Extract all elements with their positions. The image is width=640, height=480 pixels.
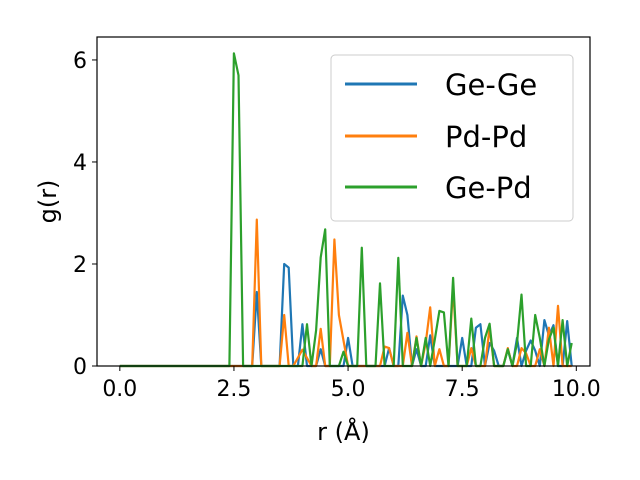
legend-box bbox=[330, 54, 574, 222]
x-tick-label: 0.0 bbox=[102, 377, 137, 402]
x-axis-label: r (Å) bbox=[317, 417, 370, 446]
y-tick-label: 4 bbox=[73, 151, 87, 176]
y-tick-label: 0 bbox=[73, 355, 87, 380]
y-axis-label: g(r) bbox=[34, 180, 62, 224]
x-tick-label: 10.0 bbox=[552, 377, 601, 402]
y-tick-label: 6 bbox=[73, 49, 87, 74]
legend: Ge-Ge Pd-Pd Ge-Pd bbox=[330, 54, 574, 222]
x-axis: 0.0 2.5 5.0 7.5 10.0 bbox=[102, 366, 601, 402]
x-tick-label: 7.5 bbox=[445, 377, 480, 402]
x-tick-label: 5.0 bbox=[331, 377, 366, 402]
legend-label-pd-pd: Pd-Pd bbox=[445, 120, 527, 154]
y-tick-label: 2 bbox=[73, 253, 87, 278]
legend-label-ge-pd: Ge-Pd bbox=[445, 171, 532, 205]
plot-frame bbox=[96, 36, 591, 367]
x-tick-label: 2.5 bbox=[216, 377, 251, 402]
y-axis: 0 2 4 6 bbox=[73, 49, 97, 380]
legend-label-ge-ge: Ge-Ge bbox=[445, 68, 537, 102]
